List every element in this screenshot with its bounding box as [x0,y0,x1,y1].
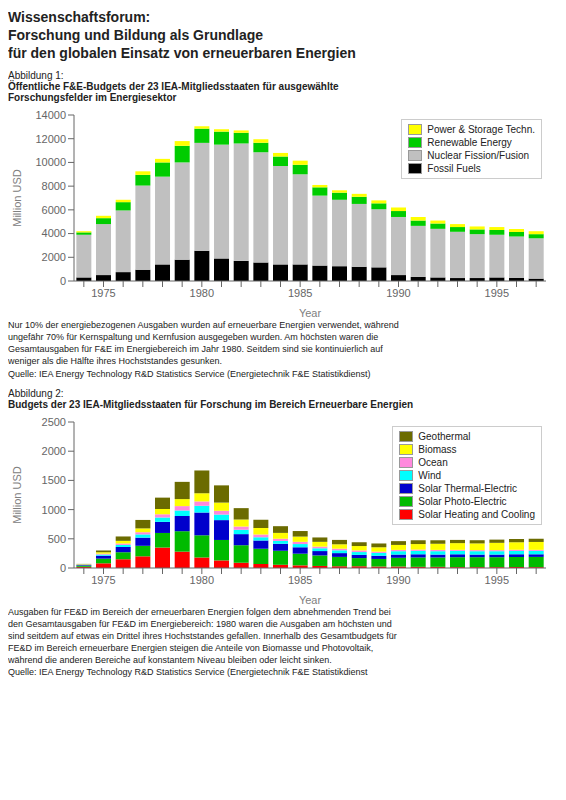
svg-text:1985: 1985 [288,287,312,299]
svg-text:12000: 12000 [35,133,66,145]
svg-text:Million USD: Million USD [11,466,23,524]
svg-text:8000: 8000 [42,180,66,192]
svg-text:1990: 1990 [386,287,410,299]
html-text:Öffentliche F&E-Budgets der 23: Öffentliche F&E-Budgets der 23 IEA-Mitgl… [8,81,339,92]
svg-text:1980: 1980 [190,287,214,299]
html-text:Nur 10% der energiebezogenen A: Nur 10% der energiebezogenen Ausgaben wu… [8,320,399,379]
html-text:Abbildung 2:: Abbildung 2: [8,387,64,399]
svg-text:1995: 1995 [485,574,509,586]
html-text:Biomass: Biomass [418,443,457,455]
svg-text:1990: 1990 [386,574,410,586]
svg-text:Year: Year [299,594,322,604]
svg-text:6000: 6000 [42,204,66,216]
svg-text:1980: 1980 [190,574,214,586]
svg-text:1975: 1975 [91,574,115,586]
svg-text:2500: 2500 [42,416,66,428]
html-text:für den globalen Einsatz von e: für den globalen Einsatz von erneuerbare… [8,45,356,61]
html-text:Power & Storage Techn.: Power & Storage Techn. [427,124,535,135]
svg-text:Million USD: Million USD [11,169,23,227]
html-text:Wind: Wind [418,469,441,481]
svg-text:4000: 4000 [42,227,66,239]
svg-text:10000: 10000 [35,156,66,168]
html-text:Abbildung 1:: Abbildung 1: [8,70,64,81]
html-text:Wissenschaftsforum:: Wissenschaftsforum: [8,9,151,25]
svg-text:1500: 1500 [42,474,66,486]
svg-text:1995: 1995 [485,287,509,299]
html-text:Forschung und Bildung als Grun: Forschung und Bildung als Grundlage [8,27,264,43]
svg-text:1985: 1985 [288,574,312,586]
html-text:Budgets der 23 IEA-Mitgliedsst: Budgets der 23 IEA-Mitgliedsstaaten für … [8,398,414,410]
svg-text:14000: 14000 [35,109,66,121]
html-text:Forschungsfelder im Energiesek: Forschungsfelder im Energiesektor [8,92,177,103]
html-text:Ocean: Ocean [418,456,448,468]
html-text:Solar Thermal-Electric: Solar Thermal-Electric [418,482,517,494]
svg-text:1975: 1975 [91,287,115,299]
html-text:Geothermal: Geothermal [418,430,471,442]
svg-text:1000: 1000 [42,503,66,515]
html-text:Solar Photo-Electric: Solar Photo-Electric [418,495,507,507]
html-text:Fossil Fuels: Fossil Fuels [427,163,481,174]
html-text:Nuclear Fission/Fusion: Nuclear Fission/Fusion [427,150,530,161]
html-text:Solar Heating and Cooling: Solar Heating and Cooling [418,508,535,520]
html-text:Ausgaben für FE&D im Bereich d: Ausgaben für FE&D im Bereich der erneuer… [8,606,397,678]
svg-text:500: 500 [48,532,66,544]
svg-text:Year: Year [299,307,322,317]
svg-text:0: 0 [60,275,66,287]
html-text:Renewable Energy: Renewable Energy [427,137,512,148]
svg-text:2000: 2000 [42,445,66,457]
svg-text:2000: 2000 [42,251,66,263]
svg-text:0: 0 [60,562,66,574]
